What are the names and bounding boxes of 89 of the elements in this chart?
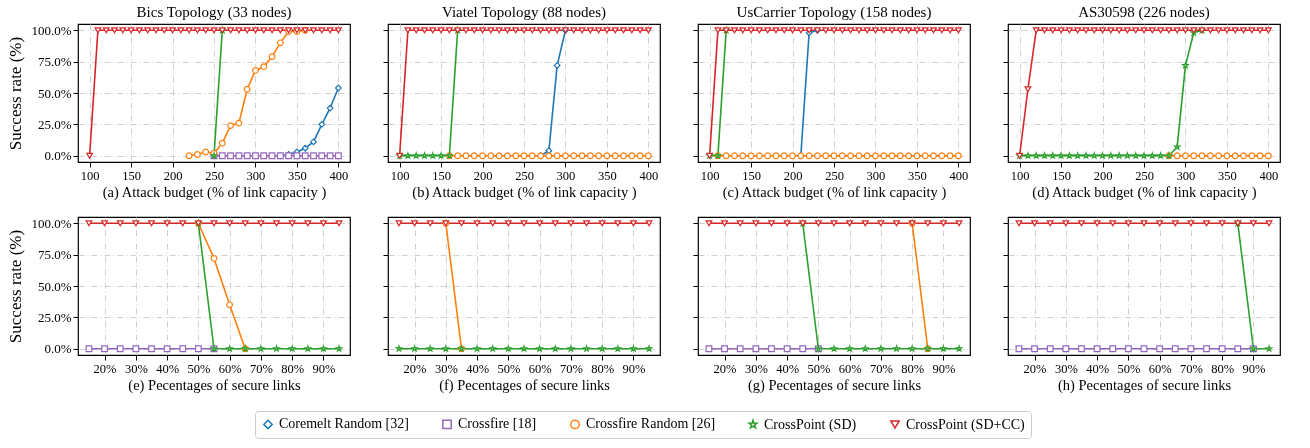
x-axis-title: (b) Attack budget (% of link capacity ) — [412, 184, 637, 201]
x-tick-label: 20% — [403, 361, 427, 376]
chart-title: Bics Topology (33 nodes) — [136, 4, 292, 21]
x-tick-label: 50% — [497, 361, 521, 376]
x-tick-label: 40% — [776, 361, 800, 376]
x-tick-label: 150 — [432, 168, 451, 183]
x-tick-label: 300 — [866, 168, 886, 183]
x-tick-label: 200 — [1093, 168, 1113, 183]
x-axis-title: (e) Pecentages of secure links — [128, 377, 302, 394]
x-tick-label: 300 — [556, 168, 576, 183]
x-tick-label: 90% — [312, 361, 336, 376]
y-tick-label: 100.0% — [31, 215, 72, 231]
x-tick-label: 70% — [1179, 361, 1203, 376]
y-tick-label: 50.0% — [37, 85, 72, 101]
x-tick-label: 60% — [838, 361, 862, 376]
y-tick-label: 75.0% — [37, 247, 72, 263]
x-axis-title: (d) Attack budget (% of link capacity ) — [1032, 184, 1257, 201]
x-tick-label: 350 — [908, 168, 927, 183]
x-tick-label: 40% — [466, 361, 490, 376]
x-tick-label: 70% — [869, 361, 893, 376]
x-tick-label: 200 — [163, 168, 183, 183]
x-tick-label: 70% — [559, 361, 583, 376]
y-axis-title: Success rate (%) — [6, 229, 26, 344]
x-tick-label: 250 — [205, 168, 224, 183]
x-axis-title: (g) Pecentages of secure links — [747, 377, 922, 394]
y-tick-label: 25.0% — [37, 309, 72, 325]
x-tick-label: 100 — [700, 168, 720, 183]
chart-title: Viatel Topology (88 nodes) — [442, 4, 606, 21]
x-tick-label: 350 — [288, 168, 307, 183]
x-tick-label: 60% — [528, 361, 552, 376]
legend-label: Crossfire Random [26] — [586, 416, 716, 432]
x-tick-label: 300 — [1176, 168, 1196, 183]
x-tick-label: 150 — [122, 168, 141, 183]
x-tick-label: 20% — [93, 361, 117, 376]
x-axis-title: (c) Attack budget (% of link capacity ) — [722, 184, 947, 201]
y-tick-label: 0.0% — [44, 341, 72, 357]
x-tick-label: 350 — [598, 168, 617, 183]
y-tick-label: 75.0% — [37, 54, 72, 70]
y-tick-label: 25.0% — [37, 116, 72, 132]
x-tick-label: 150 — [742, 168, 761, 183]
legend-label: CrossPoint (SD+CC) — [906, 416, 1026, 433]
y-axis-title: Success rate (%) — [6, 36, 26, 151]
x-tick-label: 30% — [1054, 361, 1078, 376]
x-tick-label: 350 — [1218, 168, 1237, 183]
x-tick-label: 80% — [1211, 361, 1235, 376]
x-tick-label: 400 — [329, 168, 349, 183]
x-tick-label: 90% — [1242, 361, 1266, 376]
x-tick-label: 60% — [1148, 361, 1172, 376]
x-tick-label: 70% — [249, 361, 273, 376]
x-axis-title: (h) Pecentages of secure links — [1057, 377, 1232, 394]
x-tick-label: 100 — [390, 168, 410, 183]
x-tick-label: 50% — [187, 361, 211, 376]
x-tick-label: 250 — [515, 168, 534, 183]
chart-title: UsCarrier Topology (158 nodes) — [736, 4, 932, 21]
x-tick-label: 200 — [473, 168, 493, 183]
x-tick-label: 80% — [901, 361, 925, 376]
x-axis-title: (a) Attack budget (% of link capacity ) — [102, 184, 327, 201]
x-tick-label: 300 — [246, 168, 266, 183]
legend-label: Crossfire [18] — [458, 416, 537, 432]
x-tick-label: 40% — [1086, 361, 1110, 376]
y-tick-label: 100.0% — [31, 22, 72, 38]
x-tick-label: 250 — [1135, 168, 1154, 183]
chart-title: AS30598 (226 nodes) — [1078, 4, 1210, 21]
x-tick-label: 20% — [1023, 361, 1047, 376]
x-tick-label: 40% — [156, 361, 180, 376]
x-tick-label: 30% — [434, 361, 458, 376]
x-tick-label: 90% — [932, 361, 956, 376]
x-tick-label: 400 — [639, 168, 659, 183]
x-tick-label: 200 — [783, 168, 803, 183]
y-tick-label: 0.0% — [44, 148, 72, 164]
x-tick-label: 60% — [218, 361, 242, 376]
x-tick-label: 80% — [591, 361, 615, 376]
x-tick-label: 90% — [622, 361, 646, 376]
legend-label: Coremelt Random [32] — [279, 416, 409, 432]
x-tick-label: 30% — [124, 361, 148, 376]
x-tick-label: 50% — [1117, 361, 1141, 376]
x-tick-label: 80% — [281, 361, 305, 376]
legend-label: CrossPoint (SD) — [764, 416, 857, 433]
x-tick-label: 400 — [949, 168, 969, 183]
x-tick-label: 100 — [1010, 168, 1030, 183]
x-tick-label: 100 — [80, 168, 100, 183]
x-tick-label: 30% — [744, 361, 768, 376]
x-tick-label: 50% — [807, 361, 831, 376]
x-tick-label: 400 — [1259, 168, 1279, 183]
x-tick-label: 150 — [1052, 168, 1071, 183]
x-tick-label: 250 — [825, 168, 844, 183]
x-tick-label: 20% — [713, 361, 737, 376]
y-tick-label: 50.0% — [37, 278, 72, 294]
x-axis-title: (f) Pecentages of secure links — [439, 377, 611, 394]
